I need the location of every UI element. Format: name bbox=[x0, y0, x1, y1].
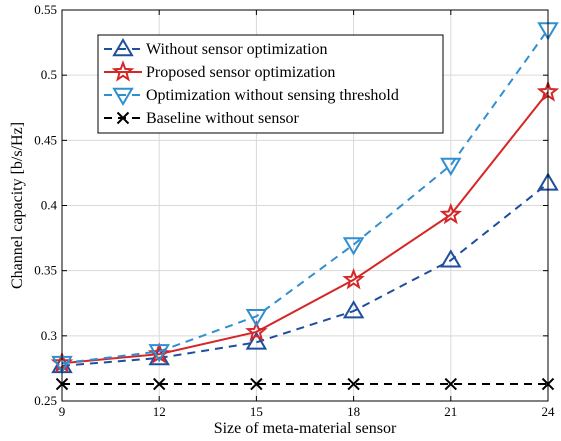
marker-triangle-up bbox=[440, 249, 462, 268]
marker-triangle-down bbox=[112, 87, 134, 106]
series-line bbox=[61, 182, 549, 367]
legend-box bbox=[97, 34, 444, 134]
marker-triangle-up bbox=[112, 38, 134, 57]
legend-label: Optimization without sensing threshold bbox=[146, 87, 399, 104]
y-tick-label: 0.3 bbox=[41, 328, 57, 343]
marker-x bbox=[347, 377, 360, 391]
x-axis-title: Size of meta-material sensor bbox=[214, 420, 397, 437]
marker-triangle-down bbox=[148, 344, 170, 363]
marker-x-stroke bbox=[152, 377, 166, 391]
legend-entry: Optimization without sensing threshold bbox=[104, 87, 399, 106]
x-tick-label: 18 bbox=[347, 404, 360, 419]
y-tick-label: 0.4 bbox=[41, 198, 58, 213]
y-tick-label: 0.5 bbox=[41, 67, 57, 82]
legend-label: Baseline without sensor bbox=[146, 110, 300, 127]
marker-x-stroke bbox=[347, 377, 360, 391]
y-tick-label: 0.45 bbox=[34, 132, 57, 147]
marker-triangle-up bbox=[245, 331, 268, 350]
marker-x-stroke bbox=[444, 377, 458, 391]
series-line bbox=[61, 91, 549, 365]
series-0 bbox=[51, 172, 559, 374]
marker-x bbox=[116, 111, 130, 125]
x-tick-label: 9 bbox=[59, 404, 66, 419]
marker-x-stroke bbox=[250, 377, 263, 391]
y-tick-label: 0.55 bbox=[34, 2, 57, 17]
marker-x bbox=[250, 377, 263, 391]
series-3 bbox=[55, 377, 555, 391]
y-axis-title: Channel capacity [b/s/Hz] bbox=[9, 122, 26, 289]
x-tick-label: 24 bbox=[542, 404, 556, 419]
marker-triangle-down bbox=[245, 308, 268, 328]
marker-star bbox=[111, 60, 135, 82]
marker-star bbox=[342, 267, 365, 290]
marker-x bbox=[444, 377, 458, 391]
y-tick-label: 0.25 bbox=[34, 393, 57, 408]
ticks: 9 12 15 18 21 24 0.25 0.3 0.35 0.4 0.45 0.5 0.55 bbox=[34, 2, 555, 419]
marker-star bbox=[245, 320, 268, 342]
x-tick-label: 15 bbox=[250, 404, 263, 419]
marker-star bbox=[439, 202, 463, 225]
legend-entry: Proposed sensor optimization bbox=[104, 60, 335, 82]
x-tick-label: 12 bbox=[153, 404, 166, 419]
legend-entry: Baseline without sensor bbox=[104, 110, 300, 127]
marker-triangle-down bbox=[440, 157, 462, 177]
x-tick-label: 21 bbox=[444, 404, 457, 419]
marker-triangle-down bbox=[342, 237, 365, 256]
marker-x-stroke bbox=[116, 111, 130, 125]
y-tick-label: 0.35 bbox=[34, 263, 57, 278]
marker-x bbox=[152, 377, 166, 391]
marker-triangle-up bbox=[342, 300, 365, 319]
legend-label: Without sensor optimization bbox=[146, 41, 328, 58]
legend-label: Proposed sensor optimization bbox=[146, 64, 335, 81]
legend-entry: Without sensor optimization bbox=[104, 38, 328, 58]
legend: Without sensor optimization Proposed sens… bbox=[97, 34, 444, 134]
